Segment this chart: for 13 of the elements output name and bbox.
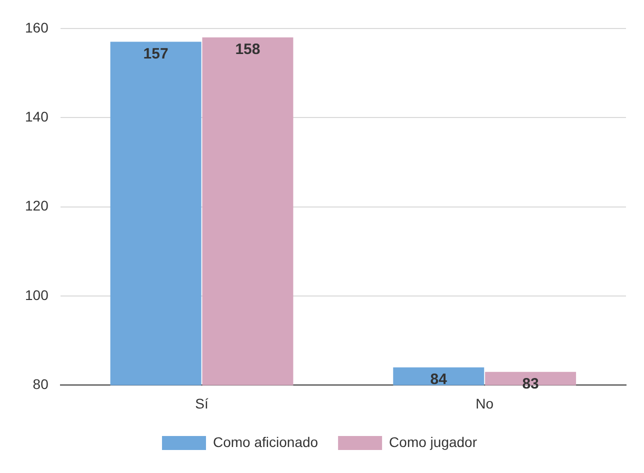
legend-label: Como jugador (389, 434, 478, 450)
data-label: 157 (143, 45, 168, 62)
y-tick-label: 160 (25, 19, 49, 36)
y-tick-label: 100 (25, 286, 49, 303)
data-label: 158 (235, 40, 260, 58)
x-tick-label: No (476, 395, 494, 412)
y-tick-label: 80 (32, 376, 49, 392)
y-tick-label: 140 (25, 108, 49, 124)
x-tick-label: Sí (195, 395, 208, 412)
legend-label: Como aficionado (213, 434, 318, 450)
data-label: 84 (430, 371, 448, 388)
y-tick-label: 120 (25, 198, 49, 214)
data-label: 83 (522, 375, 539, 392)
